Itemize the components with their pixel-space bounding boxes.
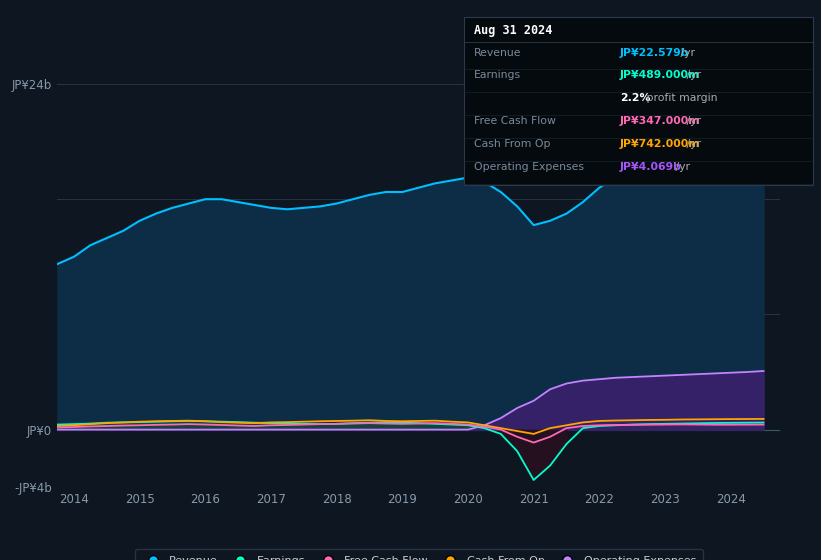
Text: Free Cash Flow: Free Cash Flow bbox=[474, 116, 556, 126]
Legend: Revenue, Earnings, Free Cash Flow, Cash From Op, Operating Expenses: Revenue, Earnings, Free Cash Flow, Cash … bbox=[135, 549, 703, 560]
Text: JP¥347.000m: JP¥347.000m bbox=[620, 116, 700, 126]
Text: /yr: /yr bbox=[683, 116, 701, 126]
Text: profit margin: profit margin bbox=[643, 94, 718, 104]
Text: Operating Expenses: Operating Expenses bbox=[474, 162, 584, 172]
Text: JP¥4.069b: JP¥4.069b bbox=[620, 162, 681, 172]
Text: Aug 31 2024: Aug 31 2024 bbox=[474, 24, 552, 36]
Text: Earnings: Earnings bbox=[474, 71, 521, 81]
Text: JP¥22.579b: JP¥22.579b bbox=[620, 48, 690, 58]
Text: /yr: /yr bbox=[683, 139, 701, 149]
Text: /yr: /yr bbox=[683, 71, 701, 81]
Text: Cash From Op: Cash From Op bbox=[474, 139, 550, 149]
Text: /yr: /yr bbox=[677, 48, 695, 58]
Text: Revenue: Revenue bbox=[474, 48, 521, 58]
Text: /yr: /yr bbox=[672, 162, 690, 172]
Text: JP¥742.000m: JP¥742.000m bbox=[620, 139, 700, 149]
Text: JP¥489.000m: JP¥489.000m bbox=[620, 71, 700, 81]
Text: 2.2%: 2.2% bbox=[620, 94, 650, 104]
